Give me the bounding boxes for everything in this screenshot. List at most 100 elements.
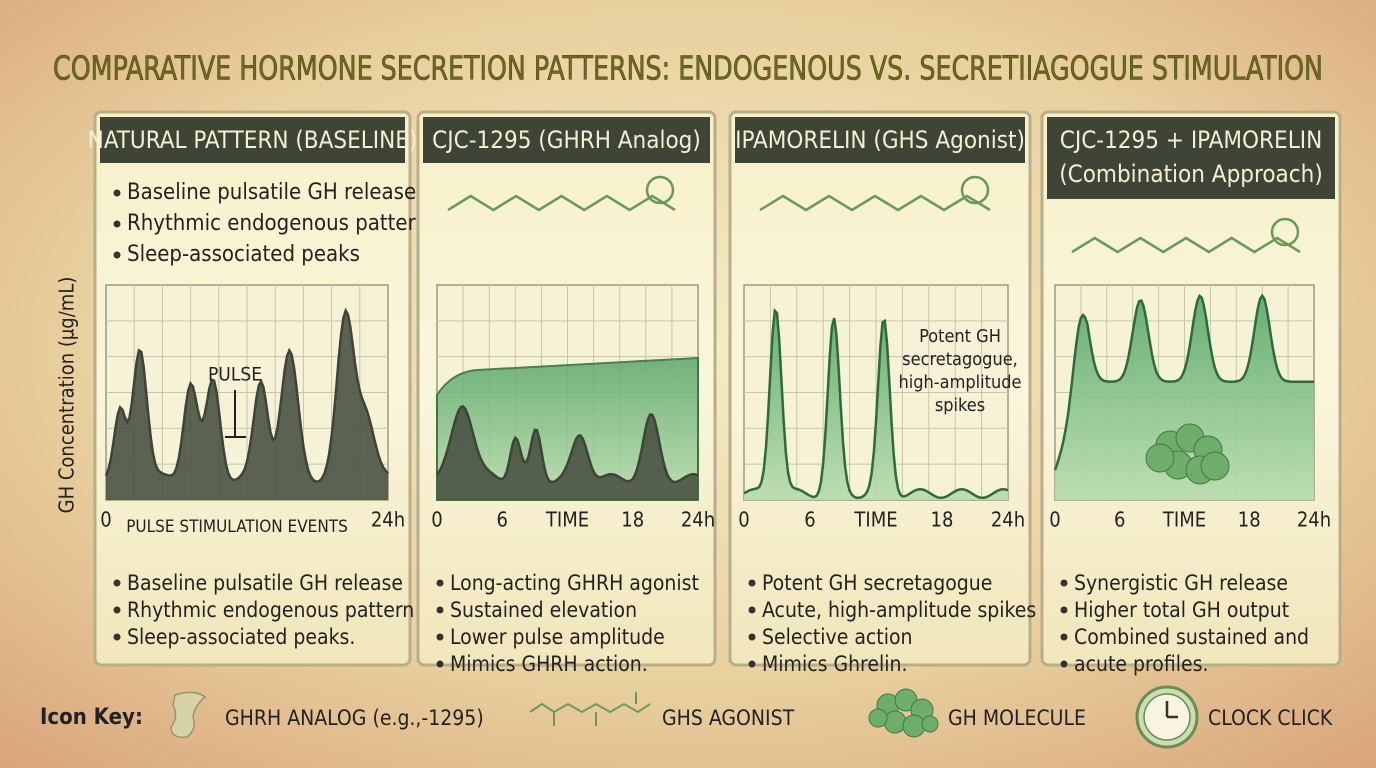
molecule-sketch [1071,236,1301,254]
molecule-sketch [759,194,991,212]
curve-area [1055,295,1314,500]
curve-line [104,307,389,483]
top-bullet: Rhythmic endogenous pattern [127,211,428,236]
molecule-ring [645,175,675,205]
x-tick-label: 6 [497,508,508,532]
bottom-bullet: Synergistic GH release [1074,571,1288,595]
x-tick-label: 18 [621,508,644,532]
panel-header-bg [423,117,710,163]
bottom-bullet: Lower pulse amplitude [450,625,665,649]
clock-icon [1135,685,1199,749]
icon-key: Icon Key: GHRH ANALOG (e.g.,-1295) GHS A… [40,685,1333,749]
molecule-sketch [447,194,676,212]
curve-area [437,406,698,500]
x-tick-label: TIME [853,508,897,532]
bottom-bullet: Selective action [762,625,913,649]
panel-header: (Combination Approach) [1059,160,1323,188]
bullet-dot [748,579,756,587]
bottom-bullet: Long-acting GHRH agonist [450,571,699,595]
x-tick-label: TIME [1162,508,1206,532]
bottom-bullet: Higher total GH output [1074,598,1289,622]
bullet-dot [436,579,444,587]
x-tick-label: 24h [681,508,715,532]
x-tick-label: 0 [738,508,749,532]
panel-header: CJC-1295 + IPAMORELIN [1060,126,1322,154]
icon-key-item: CLOCK CLICK [1208,706,1333,730]
bullet-dot [748,660,756,668]
icon-key-item: GH MOLECULE [948,706,1086,730]
bottom-bullet: Mimics Ghrelin. [762,652,907,676]
bullet-dot [436,606,444,614]
annotation: high-amplitude [898,372,1021,393]
icon-key-item: GHRH ANALOG (e.g.,-1295) [225,706,484,730]
bullet-dot [113,633,121,641]
curve-line [1053,293,1314,471]
panel-header: IPAMORELIN (GHS Agonist) [735,126,1025,154]
bullet-dot [113,579,121,587]
panel-header: CJC-1295 (GHRH Analog) [432,126,701,154]
top-bullet: Sleep-associated peaks [127,242,360,267]
x-tick-label: 18 [1238,508,1261,532]
panel-header-bg [1047,117,1335,199]
bullet-dot [113,251,121,259]
bottom-bullet: Acute, high-amplitude spikes [762,598,1036,622]
bullet-dot [436,633,444,641]
bullet-dot [748,606,756,614]
panel-header-bg [735,117,1025,163]
panel: CJC-1295 (GHRH Analog) 0 6 TIME 18 24h Long-ac… [416,110,717,676]
panel: IPAMORELIN (GHS Agonist) 0 6 TIME 18 24h Poten… [728,110,1036,676]
bottom-bullet: Baseline pulsatile GH release [127,571,403,595]
panel-header: NATURAL PATTERN (BASELINE) [88,126,418,154]
bullet-dot [1060,606,1068,614]
gh-sphere [1145,443,1175,473]
bullet-dot [113,189,121,197]
y-axis-label: GH Concentration (µg/mL) [55,277,79,514]
bottom-bullet: Rhythmic endogenous pattern [127,598,414,622]
x-tick-label: 24h [1297,508,1331,532]
curve-area [744,310,1008,500]
bullet-dot [113,220,121,228]
bullet-dot [1060,633,1068,641]
annotation-marker [225,390,246,438]
icon-key-item: GHS AGONIST [662,706,795,730]
x-tick-label: 24h [991,508,1025,532]
bullet-dot [1060,660,1068,668]
x-tick-label: 0 [100,508,111,532]
bottom-bullet: Potent GH secretagogue [762,571,992,595]
sustained-area [436,356,699,501]
x-tick-label: 24h [371,508,405,532]
ghs-icon [529,692,651,726]
x-tick-label: 6 [804,508,815,532]
ghrh-icon [170,691,207,739]
icon-key-label: Icon Key: [40,705,143,730]
bullet-dot [436,660,444,668]
bottom-bullet: Sustained elevation [450,598,637,622]
bottom-bullet: acute profiles. [1074,652,1208,676]
gh-sphere [1200,451,1230,481]
x-tick-label: 6 [1114,508,1125,532]
bottom-bullet: Sleep-associated peaks. [127,625,355,649]
x-tick-label: 0 [1049,508,1060,532]
bullet-dot [748,633,756,641]
bullet-dot [113,606,121,614]
x-axis-label: PULSE STIMULATION EVENTS [126,517,348,537]
panel: CJC-1295 + IPAMORELIN (Combination Approa… [1040,110,1342,676]
gh-cluster [1145,423,1230,485]
panel-header-bg [100,117,405,163]
bullet-dot [1060,579,1068,587]
molecule-ring [960,175,990,205]
bottom-bullet: Combined sustained and [1074,625,1309,649]
curve-line [435,405,699,484]
panels: NATURAL PATTERN (BASELINE) Baseline pulsa… [88,110,1342,676]
annotation: PULSE [208,364,262,386]
x-tick-label: 18 [931,508,954,532]
title: COMPARATIVE HORMONE SECRETION PATTERNS: … [53,49,1323,88]
annotation: secretagogue, [902,349,1018,370]
x-tick-label: TIME [545,508,589,532]
x-tick-label: 0 [431,508,442,532]
gh-molecule-icon [868,688,939,738]
panel: NATURAL PATTERN (BASELINE) Baseline pulsa… [88,110,428,667]
annotation: Potent GH [919,326,1001,347]
curve-line [743,307,1009,500]
